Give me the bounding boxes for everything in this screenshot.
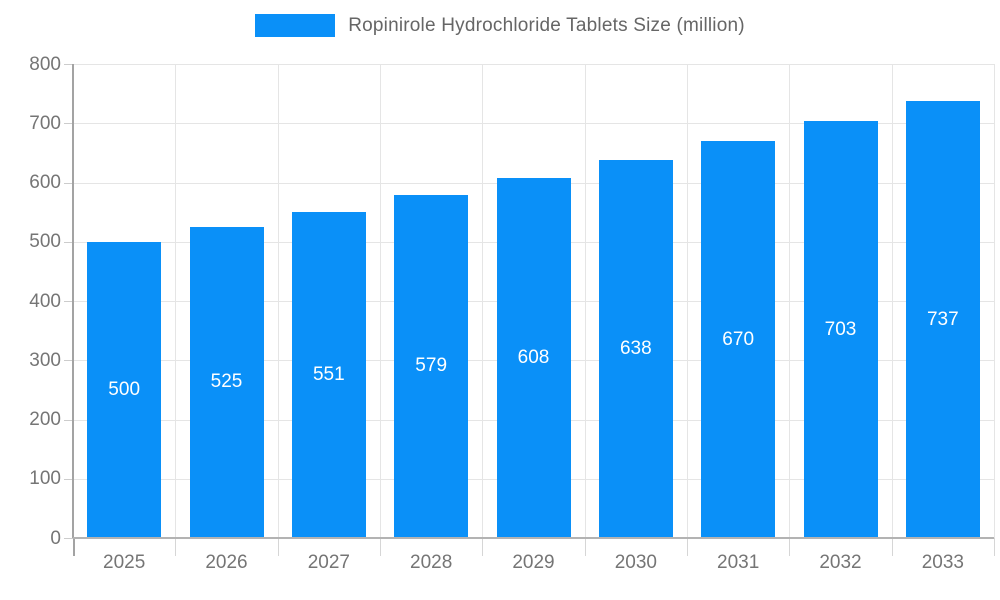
x-axis-tick bbox=[277, 538, 279, 556]
x-axis-tick-label: 2028 bbox=[410, 552, 453, 573]
y-axis-tick-label: 400 bbox=[29, 290, 61, 312]
x-axis-tick-label: 2025 bbox=[103, 552, 146, 573]
x-axis-tick-label: 2032 bbox=[819, 552, 862, 573]
bar-2026[interactable] bbox=[189, 226, 264, 538]
x-axis-tick-label: 2027 bbox=[307, 552, 350, 573]
legend-item[interactable]: Ropinirole Hydrochloride Tablets Size (m… bbox=[255, 14, 745, 37]
y-axis-tick bbox=[64, 123, 73, 125]
bar-2027[interactable] bbox=[291, 211, 366, 538]
y-axis-tick-label: 700 bbox=[29, 112, 61, 134]
y-axis-tick bbox=[64, 182, 73, 184]
y-axis-tick bbox=[64, 478, 73, 480]
horizontal-gridline bbox=[73, 123, 994, 125]
y-axis-tick-label: 500 bbox=[29, 231, 61, 253]
y-axis-tick-label: 300 bbox=[29, 349, 61, 371]
x-axis-tick bbox=[789, 538, 791, 556]
y-axis-tick bbox=[64, 64, 73, 65]
x-axis-tick-label: 2031 bbox=[717, 552, 760, 573]
y-axis-tick-label: 200 bbox=[29, 409, 61, 430]
y-axis-tick-label: 800 bbox=[29, 53, 61, 75]
y-axis-tick-label: 100 bbox=[29, 468, 61, 490]
bar-2029[interactable] bbox=[496, 177, 571, 538]
y-axis-tick-label: 600 bbox=[29, 172, 61, 193]
legend: Ropinirole Hydrochloride Tablets Size (m… bbox=[0, 14, 1000, 37]
vertical-gridline bbox=[994, 64, 995, 538]
x-axis-tick-label: 2030 bbox=[614, 552, 657, 573]
x-axis-line bbox=[73, 537, 994, 539]
legend-swatch-icon bbox=[255, 14, 336, 37]
y-axis-tick bbox=[64, 419, 73, 421]
x-axis-tick-label: 2029 bbox=[512, 552, 555, 573]
x-axis-tick bbox=[380, 538, 381, 556]
bar-2032[interactable] bbox=[803, 121, 878, 538]
x-axis-tick bbox=[994, 538, 995, 556]
bar-2025[interactable] bbox=[87, 241, 162, 538]
x-axis-tick bbox=[175, 538, 177, 556]
x-axis-tick bbox=[687, 538, 688, 556]
y-axis-tick bbox=[64, 360, 73, 362]
horizontal-gridline bbox=[73, 64, 994, 65]
legend-label: Ropinirole Hydrochloride Tablets Size (m… bbox=[348, 14, 745, 36]
bar-2033[interactable] bbox=[905, 101, 980, 538]
y-axis-tick-label: 0 bbox=[50, 527, 61, 549]
x-axis-tick bbox=[891, 538, 893, 556]
y-axis-tick bbox=[64, 241, 73, 243]
y-axis-tick bbox=[64, 538, 73, 539]
x-axis-tick-label: 2026 bbox=[205, 552, 248, 573]
bar-2031[interactable] bbox=[701, 141, 776, 538]
y-axis-tick bbox=[64, 301, 73, 302]
bar-2030[interactable] bbox=[598, 159, 673, 538]
bar-2028[interactable] bbox=[394, 194, 469, 538]
y-axis-line bbox=[72, 64, 74, 538]
x-axis-tick bbox=[482, 538, 484, 556]
x-axis-tick bbox=[584, 538, 586, 556]
x-axis-tick-label: 2033 bbox=[921, 552, 964, 573]
x-axis-tick bbox=[73, 538, 75, 556]
